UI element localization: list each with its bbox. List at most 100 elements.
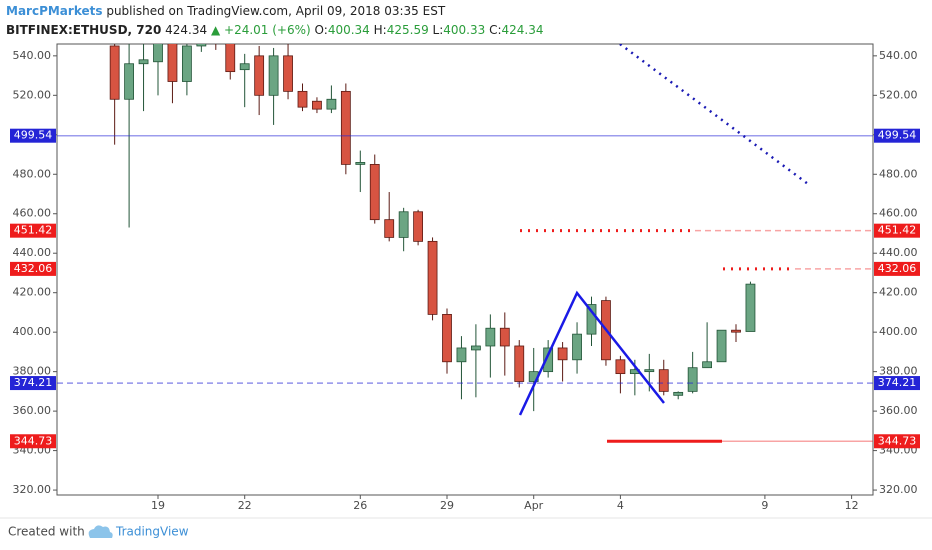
candle-body [557, 347, 568, 361]
y-tick-label: 460.00 [13, 207, 52, 220]
y-tick-label: 360.00 [13, 404, 52, 417]
footer-brand[interactable]: TradingView [115, 525, 189, 539]
x-tick-label: 12 [845, 499, 859, 512]
h-label: H: [374, 23, 387, 37]
candle-body [109, 45, 120, 100]
footer-created: Created with [8, 525, 85, 539]
level-label: 344.73 [878, 434, 917, 447]
published: published on TradingView.com, April 09, … [106, 4, 446, 18]
level-label-box [874, 434, 920, 449]
candle-body [153, 44, 163, 63]
candle-body [456, 347, 467, 363]
c-value: 424.34 [502, 23, 544, 37]
y-tick-label: 440.00 [13, 246, 52, 259]
y-tick-label: 360.00 [879, 404, 918, 417]
candle-body [442, 314, 452, 363]
candle-body [745, 283, 756, 332]
x-tick-label: 4 [617, 499, 624, 512]
candle-body [283, 55, 293, 92]
candle-body [572, 333, 582, 361]
candle-body [499, 327, 510, 347]
candle-body [355, 162, 366, 165]
y-tick-label: 480.00 [879, 167, 918, 180]
y-tick-label: 380.00 [13, 365, 52, 378]
candle-body [470, 345, 481, 351]
x-tick-label: 19 [151, 499, 165, 512]
y-tick-label: 440.00 [879, 246, 918, 259]
level-label: 499.54 [14, 129, 53, 142]
candle-body [340, 90, 351, 165]
level-label-box [10, 376, 56, 391]
candle-body [644, 369, 655, 373]
level-label: 432.06 [14, 262, 53, 275]
y-tick-label: 400.00 [879, 325, 918, 338]
candle-body [658, 369, 669, 392]
candle-body [413, 211, 424, 242]
candle-body [716, 329, 727, 363]
level-label: 451.42 [878, 224, 917, 237]
x-tick-label: 9 [761, 499, 768, 512]
candle-body [702, 361, 712, 369]
candle-body [427, 240, 438, 315]
y-tick-label: 460.00 [879, 207, 918, 220]
candle-body [124, 63, 134, 100]
y-tick-label: 420.00 [13, 286, 52, 299]
candle-body [167, 44, 178, 82]
candle-body [369, 163, 380, 221]
pattern-line [518, 290, 665, 416]
candle-body [181, 45, 192, 82]
level-label: 374.21 [14, 376, 53, 389]
candle-body [384, 219, 395, 238]
h-value: 425.59 [387, 23, 429, 37]
candle-body [514, 345, 525, 382]
y-tick-label: 420.00 [879, 286, 918, 299]
candle-body [326, 98, 337, 110]
x-tick-label: 29 [440, 499, 454, 512]
brand-logo[interactable] [88, 525, 113, 538]
y-tick-label: 400.00 [13, 325, 52, 338]
candle-body [138, 59, 149, 65]
level-label-box [874, 128, 920, 143]
level-label-box [10, 261, 56, 276]
candle-body [615, 359, 626, 375]
y-tick-label: 540.00 [879, 49, 918, 62]
candle-body [268, 55, 279, 96]
level-label-box [10, 223, 56, 238]
candle-body [225, 44, 236, 73]
l-value: 400.33 [443, 23, 485, 37]
level-label: 344.73 [14, 434, 53, 447]
x-tick-label: 26 [353, 499, 367, 512]
level-label-box [874, 223, 920, 238]
candle-body [196, 44, 207, 47]
header-line: MarcPMarkets published on TradingView.co… [6, 4, 446, 18]
y-tick-label: 520.00 [13, 88, 52, 101]
x-tick-label: 22 [238, 499, 252, 512]
y-tick-label: 320.00 [13, 483, 52, 496]
y-tick-label: 320.00 [879, 483, 918, 496]
level-label: 499.54 [878, 129, 917, 142]
l-label: L: [433, 23, 444, 37]
y-tick-label: 540.00 [13, 49, 52, 62]
y-tick-label: 520.00 [879, 88, 918, 101]
candle-body [312, 100, 322, 110]
x-tick-label: Apr [524, 499, 544, 512]
candle-body [687, 367, 698, 392]
level-label-box [10, 128, 56, 143]
o-value: 400.34 [328, 23, 370, 37]
symbol-line: BITFINEX:ETHUSD, 720 424.34 ▲ +24.01 (+6… [6, 23, 544, 37]
level-label-box [874, 261, 920, 276]
level-label-box [874, 376, 920, 391]
author[interactable]: MarcPMarkets [6, 4, 103, 18]
c-label: C: [489, 23, 501, 37]
level-label: 432.06 [878, 262, 917, 275]
level-label-box [10, 434, 56, 449]
candle-body [297, 90, 308, 108]
drawings [518, 44, 809, 416]
last-price: 424.34 [165, 23, 207, 37]
candle-body [731, 329, 741, 333]
candle-body [239, 63, 250, 71]
candle-body [398, 211, 409, 238]
